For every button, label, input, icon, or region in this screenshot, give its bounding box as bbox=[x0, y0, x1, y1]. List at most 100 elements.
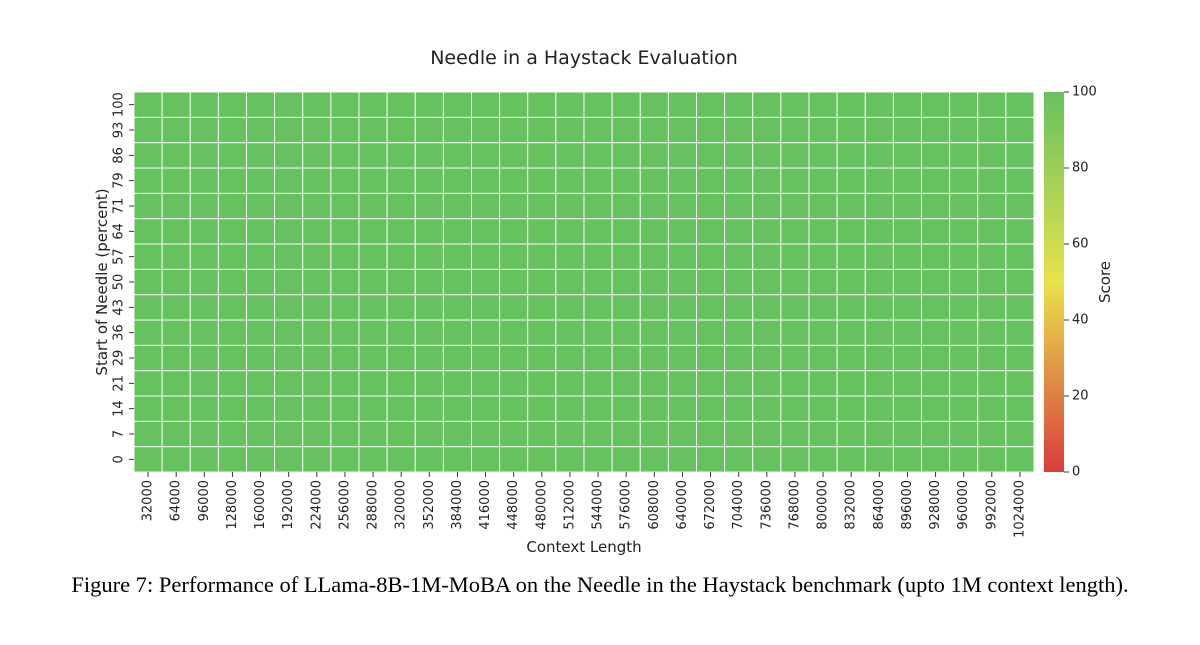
heatmap-cell bbox=[724, 142, 754, 169]
heatmap-cell bbox=[696, 344, 726, 372]
heatmap-cell bbox=[442, 218, 472, 245]
heatmap-cell bbox=[527, 294, 557, 321]
heatmap-cell bbox=[696, 294, 726, 321]
heatmap-cell bbox=[892, 218, 922, 245]
heatmap-cell bbox=[724, 167, 754, 194]
heatmap-cell bbox=[358, 420, 388, 448]
y-tick-label: 86 bbox=[112, 147, 127, 164]
heatmap-cell bbox=[808, 420, 838, 448]
x-tick-label: 224000 bbox=[309, 480, 324, 530]
heatmap-cell bbox=[302, 142, 332, 169]
heatmap-cell bbox=[330, 370, 360, 397]
heatmap-cell bbox=[161, 142, 191, 169]
heatmap-cell bbox=[836, 142, 866, 169]
y-tick-label: 57 bbox=[112, 248, 127, 265]
heatmap-cell bbox=[639, 446, 669, 473]
heatmap-cell bbox=[358, 294, 388, 321]
heatmap-cell bbox=[302, 192, 332, 220]
heatmap-cell bbox=[246, 420, 276, 448]
heatmap-cell bbox=[414, 319, 444, 346]
heatmap-cell bbox=[864, 192, 894, 220]
heatmap-cell bbox=[330, 142, 360, 169]
heatmap-cell bbox=[836, 268, 866, 296]
heatmap-cell bbox=[246, 243, 276, 270]
heatmap-cell bbox=[892, 446, 922, 473]
heatmap-cell bbox=[949, 370, 979, 397]
x-tick-label: 576000 bbox=[619, 480, 634, 530]
heatmap-cell bbox=[499, 192, 529, 220]
heatmap-cell bbox=[808, 395, 838, 422]
heatmap-cell bbox=[611, 142, 641, 169]
heatmap-cell bbox=[667, 294, 697, 321]
heatmap-cell bbox=[330, 344, 360, 372]
heatmap-cell bbox=[386, 446, 416, 473]
heatmap-cell bbox=[555, 268, 585, 296]
heatmap-cell bbox=[499, 243, 529, 270]
heatmap-cell bbox=[780, 142, 810, 169]
heatmap-cell bbox=[358, 370, 388, 397]
heatmap-cell bbox=[667, 446, 697, 473]
x-tick-label: 608000 bbox=[647, 480, 662, 530]
heatmap-cell bbox=[921, 420, 951, 448]
heatmap-cell bbox=[499, 218, 529, 245]
heatmap-cell bbox=[471, 370, 501, 397]
heatmap-cell bbox=[836, 395, 866, 422]
heatmap-cell bbox=[386, 319, 416, 346]
heatmap-cell bbox=[724, 268, 754, 296]
x-tick-label: 800000 bbox=[816, 480, 831, 530]
heatmap-cell bbox=[274, 319, 304, 346]
heatmap-cell bbox=[921, 167, 951, 194]
heatmap-cell bbox=[639, 319, 669, 346]
heatmap-cell bbox=[808, 91, 838, 118]
heatmap-cell bbox=[246, 395, 276, 422]
heatmap-cell bbox=[302, 268, 332, 296]
heatmap-cell bbox=[133, 446, 163, 473]
heatmap-cell bbox=[921, 142, 951, 169]
heatmap-cell bbox=[555, 294, 585, 321]
y-tick-label: 0 bbox=[112, 455, 127, 463]
heatmap-cell bbox=[892, 420, 922, 448]
heatmap-cell bbox=[161, 243, 191, 270]
x-tick-label: 672000 bbox=[703, 480, 718, 530]
heatmap-cell bbox=[499, 294, 529, 321]
heatmap-cell bbox=[1005, 243, 1035, 270]
heatmap-cell bbox=[133, 395, 163, 422]
heatmap-cell bbox=[358, 167, 388, 194]
heatmap-cell bbox=[752, 319, 782, 346]
heatmap-cell bbox=[892, 167, 922, 194]
heatmap-cell bbox=[133, 420, 163, 448]
heatmap-cell bbox=[836, 91, 866, 118]
heatmap-cell bbox=[217, 268, 247, 296]
heatmap-cell bbox=[133, 192, 163, 220]
heatmap-cell bbox=[386, 395, 416, 422]
y-axis-label: Start of Needle (percent) bbox=[93, 188, 111, 375]
heatmap-cell bbox=[836, 116, 866, 144]
y-tick-label: 79 bbox=[112, 172, 127, 189]
heatmap-cell bbox=[274, 243, 304, 270]
heatmap-cell bbox=[1005, 116, 1035, 144]
heatmap-cell bbox=[949, 218, 979, 245]
heatmap-cell bbox=[583, 294, 613, 321]
heatmap-cell bbox=[386, 294, 416, 321]
heatmap-cell bbox=[639, 142, 669, 169]
heatmap-cell bbox=[724, 192, 754, 220]
y-tick-label: 93 bbox=[112, 122, 127, 139]
heatmap-cell bbox=[527, 268, 557, 296]
colorbar-tick-label: 80 bbox=[1072, 161, 1089, 176]
heatmap-cell bbox=[189, 218, 219, 245]
heatmap-cell bbox=[639, 91, 669, 118]
heatmap-cell bbox=[161, 218, 191, 245]
heatmap-cell bbox=[780, 243, 810, 270]
colorbar-tick-label: 20 bbox=[1072, 389, 1089, 404]
heatmap-cell bbox=[583, 420, 613, 448]
heatmap-cell bbox=[217, 319, 247, 346]
heatmap-cell bbox=[189, 446, 219, 473]
heatmap-cell bbox=[977, 218, 1007, 245]
heatmap-cell bbox=[189, 268, 219, 296]
heatmap-cell bbox=[302, 91, 332, 118]
heatmap-cell bbox=[246, 142, 276, 169]
heatmap-cell bbox=[471, 344, 501, 372]
heatmap-cell bbox=[977, 344, 1007, 372]
heatmap-cell bbox=[639, 167, 669, 194]
heatmap-cell bbox=[808, 344, 838, 372]
